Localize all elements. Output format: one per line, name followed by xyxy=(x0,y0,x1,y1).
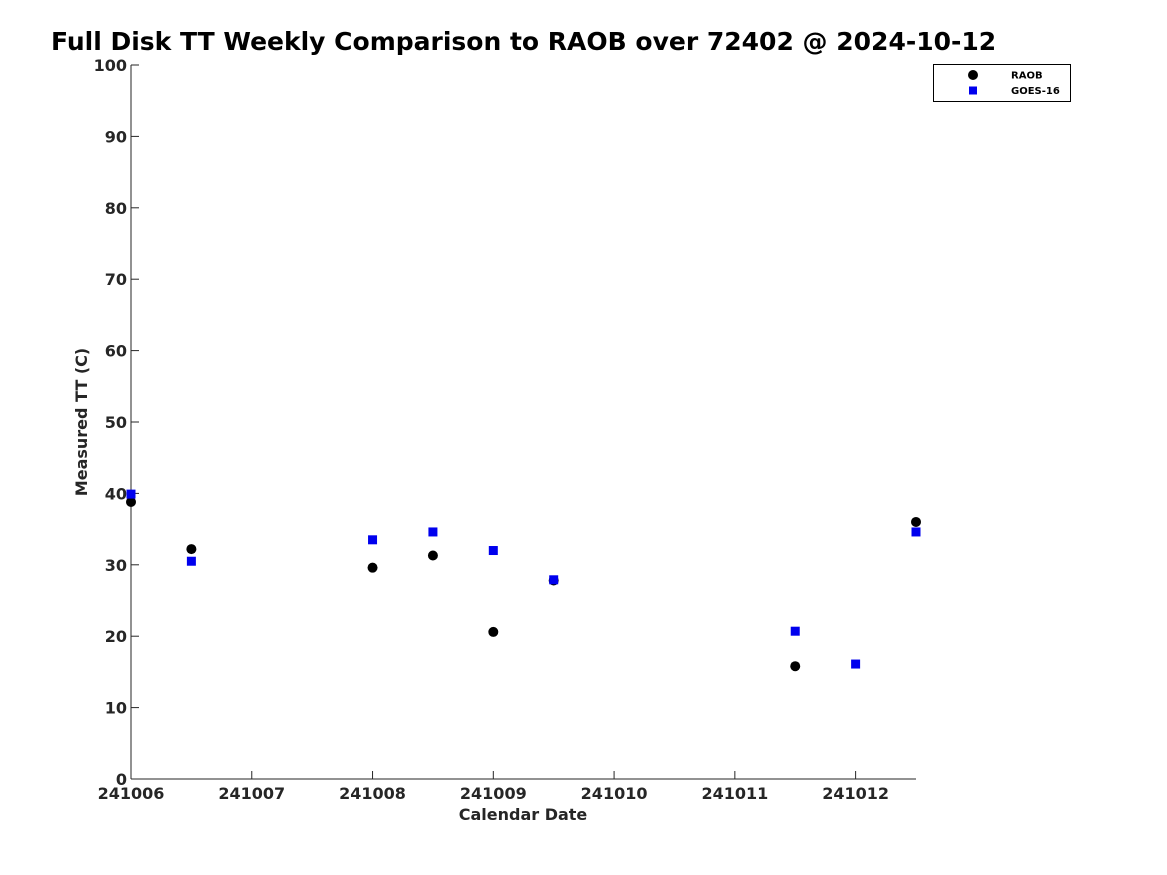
data-point xyxy=(428,527,438,537)
x-tick-label: 241007 xyxy=(218,784,285,803)
x-tick-label: 241009 xyxy=(460,784,527,803)
data-point xyxy=(186,544,197,555)
legend-box xyxy=(933,64,1071,102)
data-point xyxy=(427,550,438,561)
y-tick-label: 30 xyxy=(105,556,127,575)
data-point xyxy=(186,556,196,566)
x-axis-title: Calendar Date xyxy=(459,805,588,824)
data-point xyxy=(488,546,498,556)
axes xyxy=(130,65,916,780)
legend-label: GOES-16 xyxy=(1011,86,1060,97)
series-goes-16 xyxy=(126,489,921,669)
legend-label: RAOB xyxy=(1011,71,1043,82)
y-axis-ticks: 0 10 20 30 40 50 60 70 80 90 100 xyxy=(94,56,139,789)
y-axis-title: Measured TT (C) xyxy=(72,348,91,496)
chart-title: Full Disk TT Weekly Comparison to RAOB o… xyxy=(51,27,997,56)
data-point xyxy=(367,562,378,573)
y-tick-label: 40 xyxy=(105,484,127,503)
x-tick-label: 241012 xyxy=(822,784,889,803)
x-tick-label: 241006 xyxy=(98,784,165,803)
legend-marker xyxy=(969,86,977,95)
y-tick-label: 90 xyxy=(105,127,127,146)
x-tick-label: 241008 xyxy=(339,784,406,803)
x-tick-label: 241010 xyxy=(581,784,648,803)
data-points xyxy=(126,489,921,672)
y-tick-label: 20 xyxy=(105,627,127,646)
data-point xyxy=(488,626,499,637)
y-tick-label: 70 xyxy=(105,270,127,289)
data-point xyxy=(911,527,921,537)
data-point xyxy=(126,496,136,507)
x-tick-label: 241011 xyxy=(701,784,768,803)
y-tick-label: 0 xyxy=(116,770,127,789)
data-point xyxy=(549,575,559,585)
legend: RAOB GOES-16 xyxy=(933,64,1071,102)
y-tick-label: 60 xyxy=(105,342,127,361)
data-point xyxy=(368,535,378,545)
y-tick-label: 100 xyxy=(94,56,127,75)
data-point xyxy=(790,661,801,672)
series-raob xyxy=(126,496,921,672)
y-tick-label: 50 xyxy=(105,413,127,432)
y-tick-label: 10 xyxy=(105,699,127,718)
data-point xyxy=(911,516,921,527)
data-point xyxy=(790,626,800,636)
x-axis-ticks: 241006 241007 241008 241009 241010 241011 2410… xyxy=(98,771,889,803)
data-point xyxy=(851,659,861,669)
legend-marker xyxy=(968,70,978,80)
y-tick-label: 80 xyxy=(105,199,127,218)
data-point xyxy=(126,489,136,499)
